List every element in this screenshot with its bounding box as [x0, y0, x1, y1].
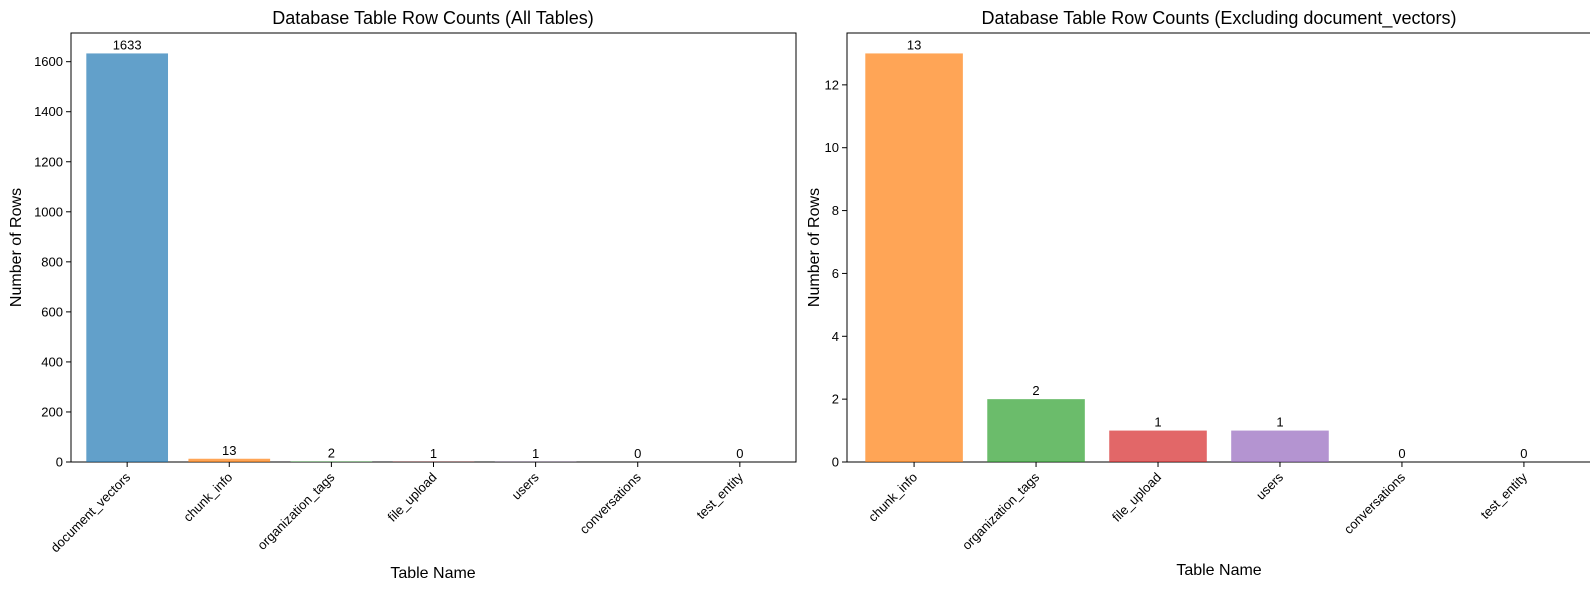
bars — [86, 53, 577, 463]
x-ticks: document_vectors chunk_info organization_t… — [48, 462, 746, 555]
data-label: 0 — [736, 446, 743, 461]
data-label: 1633 — [113, 37, 142, 52]
y-tick-label: 1200 — [34, 154, 63, 169]
y-ticks: 0 200 400 600 800 1000 1200 1400 1600 — [34, 54, 71, 470]
x-tick-label: chunk_info — [865, 470, 920, 525]
chart-title: Database Table Row Counts (All Tables) — [272, 8, 594, 28]
bar-chunk-info — [188, 458, 271, 462]
chart-all-tables: Database Table Row Counts (All Tables) T… — [8, 8, 797, 582]
bar-chunk-info — [865, 53, 963, 463]
y-tick-label: 10 — [825, 140, 839, 155]
y-tick-label: 800 — [41, 254, 63, 269]
y-axis-label: Number of Rows — [806, 188, 823, 307]
y-tick-label: 400 — [41, 354, 63, 369]
y-tick-label: 2 — [832, 392, 839, 407]
y-ticks: 0 2 4 6 8 10 12 — [825, 77, 847, 470]
x-tick-label: chunk_info — [180, 470, 235, 525]
y-axis-label: Number of Rows — [8, 188, 25, 307]
x-axis-label: Table Name — [390, 565, 475, 582]
bar-organization-tags — [987, 399, 1085, 462]
data-labels: 1633 13 2 1 1 0 0 — [113, 37, 744, 461]
x-ticks: chunk_info organization_tags file_upload us… — [865, 462, 1530, 553]
y-tick-label: 8 — [832, 203, 839, 218]
y-tick-label: 200 — [41, 404, 63, 419]
plot-frame — [846, 32, 1590, 463]
y-tick-label: 1400 — [34, 104, 63, 119]
x-tick-label: file_upload — [385, 470, 440, 525]
data-label: 0 — [1398, 446, 1405, 461]
chart-title: Database Table Row Counts (Excluding doc… — [982, 8, 1457, 29]
x-tick-label: document_vectors — [48, 469, 134, 555]
data-labels: 13 2 1 1 0 0 — [907, 37, 1528, 461]
data-label: 13 — [907, 37, 921, 52]
x-tick-label: users — [1253, 469, 1286, 502]
data-label: 2 — [1032, 383, 1039, 398]
y-tick-label: 1000 — [34, 204, 63, 219]
data-label: 13 — [222, 443, 236, 458]
bars — [865, 53, 1329, 463]
y-tick-label: 600 — [41, 304, 63, 319]
x-tick-label: users — [509, 469, 542, 502]
data-label: 0 — [1520, 446, 1527, 461]
y-tick-label: 0 — [56, 455, 63, 470]
data-label: 0 — [634, 446, 641, 461]
x-tick-label: organization_tags — [959, 469, 1043, 553]
x-tick-label: test_entity — [693, 469, 746, 522]
data-label: 1 — [430, 446, 437, 461]
x-tick-label: conversations — [1341, 469, 1409, 537]
x-axis-label: Table Name — [1176, 562, 1261, 579]
y-tick-label: 0 — [832, 455, 839, 470]
x-tick-label: test_entity — [1478, 469, 1531, 522]
bar-users — [1231, 430, 1329, 462]
plot-frame — [70, 32, 797, 463]
bar-organization-tags — [290, 461, 373, 462]
x-tick-label: conversations — [577, 469, 645, 537]
x-tick-label: organization_tags — [254, 469, 338, 553]
y-tick-label: 4 — [832, 329, 839, 344]
bar-document-vectors — [86, 53, 169, 463]
data-label: 1 — [1154, 415, 1161, 430]
data-label: 2 — [328, 446, 335, 461]
x-tick-label: file_upload — [1109, 470, 1164, 525]
data-label: 1 — [1276, 415, 1283, 430]
data-label: 1 — [532, 446, 539, 461]
y-tick-label: 6 — [832, 266, 839, 281]
y-tick-label: 12 — [825, 77, 839, 92]
chart-excluding-document-vectors: Database Table Row Counts (Excluding doc… — [806, 8, 1590, 579]
y-tick-label: 1600 — [34, 54, 63, 69]
bar-file-upload — [1109, 430, 1207, 462]
